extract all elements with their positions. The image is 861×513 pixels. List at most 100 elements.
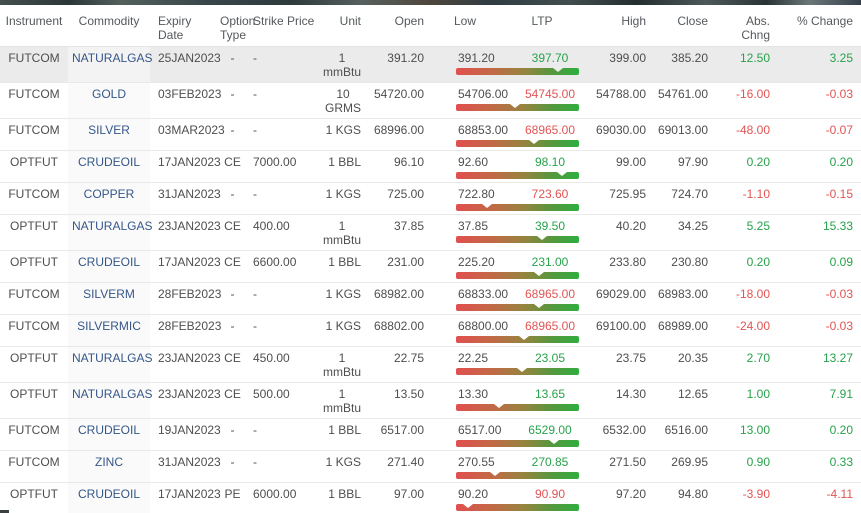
commodity-link[interactable]: ZINC	[68, 450, 150, 483]
ltp-value: 13.65	[534, 387, 566, 401]
col-header-high[interactable]: High	[580, 5, 650, 47]
strike-price-cell: 6000.00	[249, 482, 301, 513]
instrument-cell: FUTCOM	[0, 182, 68, 215]
low-ltp-cell: 37.85 39.50	[428, 214, 580, 251]
pct-change-cell: -0.07	[776, 118, 861, 151]
low-ltp-cell: 68853.00 68965.00	[428, 118, 580, 151]
instrument-cell: FUTCOM	[0, 450, 68, 483]
ltp-value: 6529.00	[528, 423, 572, 437]
expiry-cell: 03MAR2023	[150, 118, 225, 151]
commodity-link[interactable]: NATURALGAS	[68, 214, 152, 251]
commodity-link[interactable]: GOLD	[68, 82, 150, 119]
close-cell: 724.70	[650, 182, 712, 215]
commodity-link[interactable]: CRUDEOIL	[68, 418, 150, 451]
abs-change-cell: 2.70	[712, 346, 776, 383]
commodity-link[interactable]: CRUDEOIL	[68, 150, 150, 183]
expiry-cell: 23JAN2023	[150, 382, 221, 419]
abs-change-cell: -48.00	[712, 118, 776, 151]
col-header-open[interactable]: Open	[365, 5, 428, 47]
pct-change-cell: -0.03	[776, 82, 861, 119]
low-value: 225.20	[458, 255, 495, 269]
ltp-value: 98.10	[534, 155, 566, 169]
low-value: 13.30	[458, 387, 489, 401]
table-row[interactable]: OPTFUT NATURALGAS 23JAN2023 CE 450.00 1 …	[0, 346, 861, 383]
strike-price-cell: -	[249, 314, 301, 347]
unit-cell: 1 BBL	[301, 250, 365, 283]
price-range-bar	[456, 68, 579, 75]
col-header-pct_change[interactable]: % Change	[776, 5, 861, 47]
instrument-cell: FUTCOM	[0, 46, 68, 83]
open-cell: 37.85	[365, 214, 428, 251]
unit-value: 1 KGS	[325, 287, 361, 301]
commodity-link[interactable]: CRUDEOIL	[68, 250, 150, 283]
col-header-unit[interactable]: Unit	[301, 5, 365, 47]
unit-cell: 1 KGS	[301, 282, 365, 315]
high-cell: 97.20	[580, 482, 650, 513]
col-header-instrument[interactable]: Instrument	[0, 5, 68, 47]
high-cell: 6532.00	[580, 418, 650, 451]
commodity-link[interactable]: NATURALGAS	[68, 46, 152, 83]
high-cell: 725.95	[580, 182, 650, 215]
col-header-expiry[interactable]: Expiry Date	[150, 5, 216, 47]
instrument-cell: OPTFUT	[0, 150, 68, 183]
price-range-bar	[456, 172, 579, 179]
table-row[interactable]: OPTFUT CRUDEOIL 17JAN2023 PE 6000.00 1 B…	[0, 482, 861, 513]
option-type-cell: CE	[216, 214, 249, 251]
commodity-link[interactable]: COPPER	[68, 182, 150, 215]
table-row[interactable]: OPTFUT CRUDEOIL 17JAN2023 CE 6600.00 1 B…	[0, 250, 861, 283]
ltp-value: 68965.00	[524, 287, 576, 301]
low-ltp-cell: 92.60 98.10	[428, 150, 580, 183]
col-header-strike[interactable]: Strike Price	[249, 5, 314, 47]
table-row[interactable]: FUTCOM COPPER 31JAN2023 - - 1 KGS 725.00…	[0, 182, 861, 215]
table-row[interactable]: FUTCOM CRUDEOIL 19JAN2023 - - 1 BBL 6517…	[0, 418, 861, 451]
abs-change-cell: -16.00	[712, 82, 776, 119]
option-type-cell: CE	[216, 346, 249, 383]
open-cell: 68996.00	[365, 118, 428, 151]
strike-price-cell: -	[249, 182, 301, 215]
table-row[interactable]: OPTFUT NATURALGAS 23JAN2023 CE 400.00 1 …	[0, 214, 861, 251]
col-header-commodity[interactable]: Commodity	[68, 5, 150, 47]
commodity-quotes-table: Instrument Commodity Expiry Date Option Typ…	[0, 5, 861, 513]
instrument-cell: OPTFUT	[0, 250, 68, 283]
col-header-abs_chng[interactable]: Abs. Chng	[712, 5, 776, 47]
option-type-cell: -	[216, 450, 249, 483]
low-value: 68833.00	[458, 287, 509, 301]
low-ltp-cell: 68800.00 68965.00	[428, 314, 580, 347]
strike-price-cell: 400.00	[249, 214, 301, 251]
commodity-link[interactable]: CRUDEOIL	[68, 482, 150, 513]
col-header-ltp[interactable]: LTP	[504, 5, 580, 47]
price-range-bar	[456, 472, 579, 479]
commodity-link[interactable]: NATURALGAS	[68, 382, 152, 419]
table-row[interactable]: FUTCOM SILVER 03MAR2023 - - 1 KGS 68996.…	[0, 118, 861, 151]
col-header-option_type[interactable]: Option Type	[216, 5, 255, 47]
col-header-close[interactable]: Close	[650, 5, 712, 47]
table-row[interactable]: OPTFUT CRUDEOIL 17JAN2023 CE 7000.00 1 B…	[0, 150, 861, 183]
low-value: 90.20	[458, 487, 489, 501]
unit-value: 1 BBL	[328, 487, 361, 501]
table-row[interactable]: OPTFUT NATURALGAS 23JAN2023 CE 500.00 1 …	[0, 382, 861, 419]
close-cell: 6516.00	[650, 418, 712, 451]
open-cell: 725.00	[365, 182, 428, 215]
commodity-link[interactable]: SILVER	[68, 118, 150, 151]
commodity-link[interactable]: SILVERM	[68, 282, 150, 315]
ltp-position-marker	[533, 304, 544, 308]
table-row[interactable]: FUTCOM SILVERMIC 28FEB2023 - - 1 KGS 688…	[0, 314, 861, 347]
high-cell: 271.50	[580, 450, 650, 483]
instrument-cell: OPTFUT	[0, 382, 68, 419]
table-row[interactable]: FUTCOM GOLD 03FEB2023 - - 10 GRMS 54720.…	[0, 82, 861, 119]
pct-change-cell: 0.20	[776, 150, 861, 183]
ltp-position-marker	[533, 272, 544, 276]
unit-cell: 10 GRMS	[301, 82, 365, 119]
price-range-bar	[456, 440, 579, 447]
col-header-low[interactable]: Low	[428, 5, 504, 47]
commodity-link[interactable]: SILVERMIC	[68, 314, 150, 347]
table-row[interactable]: FUTCOM NATURALGAS 25JAN2023 - - 1 mmBtu …	[0, 46, 861, 83]
ltp-value: 39.50	[534, 219, 566, 233]
pct-change-cell: -0.03	[776, 282, 861, 315]
table-row[interactable]: FUTCOM SILVERM 28FEB2023 - - 1 KGS 68982…	[0, 282, 861, 315]
ltp-position-marker	[549, 440, 560, 444]
table-row[interactable]: FUTCOM ZINC 31JAN2023 - - 1 KGS 271.40 2…	[0, 450, 861, 483]
open-cell: 97.00	[365, 482, 428, 513]
commodity-link[interactable]: NATURALGAS	[68, 346, 152, 383]
